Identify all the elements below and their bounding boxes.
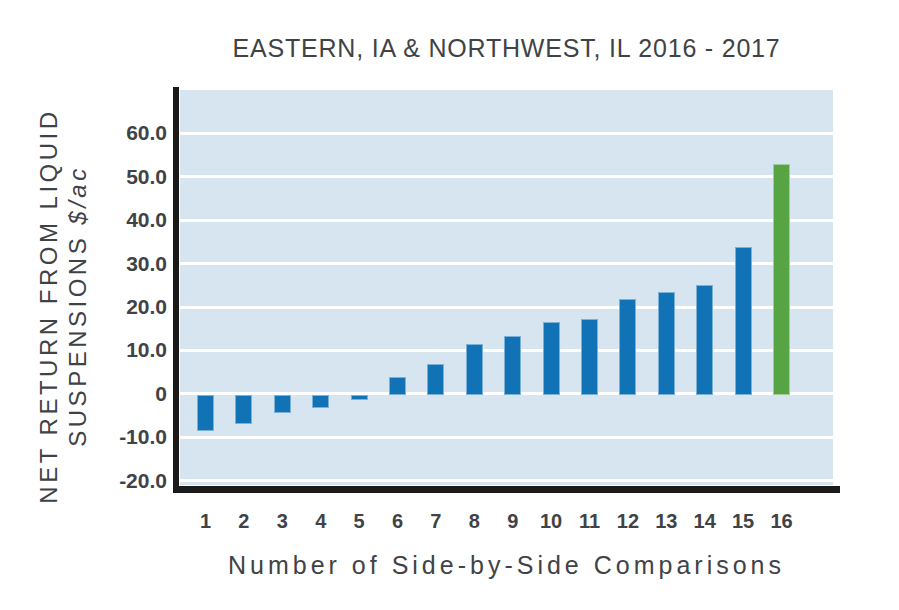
bar-9: [504, 336, 521, 395]
x-tick-label: 3: [260, 508, 304, 534]
x-axis-title: Number of Side-by-Side Comparisons: [180, 551, 833, 580]
y-tick-label: -10.0: [40, 424, 167, 450]
y-tick-label: 0: [40, 381, 167, 407]
y-tick-label: 60.0: [40, 120, 167, 146]
x-tick-label: 10: [529, 508, 573, 534]
x-tick-label: 8: [452, 508, 496, 534]
x-tick-label: 16: [760, 508, 804, 534]
bar-5: [351, 395, 368, 400]
chart-title: EASTERN, IA & NORTHWEST, IL 2016 - 2017: [120, 34, 893, 63]
gridline: [180, 436, 833, 439]
y-axis-spine: [173, 87, 179, 493]
x-tick-label: 11: [568, 508, 612, 534]
bar-15: [735, 247, 752, 396]
gridline: [180, 132, 833, 135]
x-tick-label: 6: [376, 508, 420, 534]
y-tick-label: 30.0: [40, 251, 167, 277]
bar-11: [581, 319, 598, 395]
gridline: [180, 219, 833, 222]
bar-1: [197, 395, 214, 430]
bar-10: [543, 322, 560, 395]
bar-4: [312, 395, 329, 408]
y-tick-label: 10.0: [40, 337, 167, 363]
x-tick-label: 5: [337, 508, 381, 534]
bar-6: [389, 377, 406, 395]
gridline: [180, 175, 833, 178]
bar-2: [235, 395, 252, 424]
y-tick-label: 40.0: [40, 207, 167, 233]
plot-area: [180, 90, 833, 485]
y-tick-label: 50.0: [40, 164, 167, 190]
bar-13: [658, 292, 675, 395]
x-tick-label: 1: [184, 508, 228, 534]
x-tick-label: 7: [414, 508, 458, 534]
x-tick-label: 14: [683, 508, 727, 534]
bar-14: [696, 285, 713, 395]
y-tick-label: -20.0: [40, 468, 167, 494]
x-tick-label: 9: [491, 508, 535, 534]
x-tick-label: 12: [606, 508, 650, 534]
x-tick-label: 13: [644, 508, 688, 534]
x-tick-label: 15: [721, 508, 765, 534]
x-tick-label: 4: [299, 508, 343, 534]
x-tick-label: 2: [222, 508, 266, 534]
bar-8: [466, 344, 483, 395]
y-tick-label: 20.0: [40, 294, 167, 320]
bar-7: [427, 364, 444, 395]
bar-3: [274, 395, 291, 413]
bar-chart: EASTERN, IA & NORTHWEST, IL 2016 - 2017 …: [0, 0, 899, 610]
bar-12: [619, 299, 636, 396]
gridline: [180, 479, 833, 482]
bar-16: [773, 164, 790, 396]
x-axis-spine: [173, 486, 840, 493]
